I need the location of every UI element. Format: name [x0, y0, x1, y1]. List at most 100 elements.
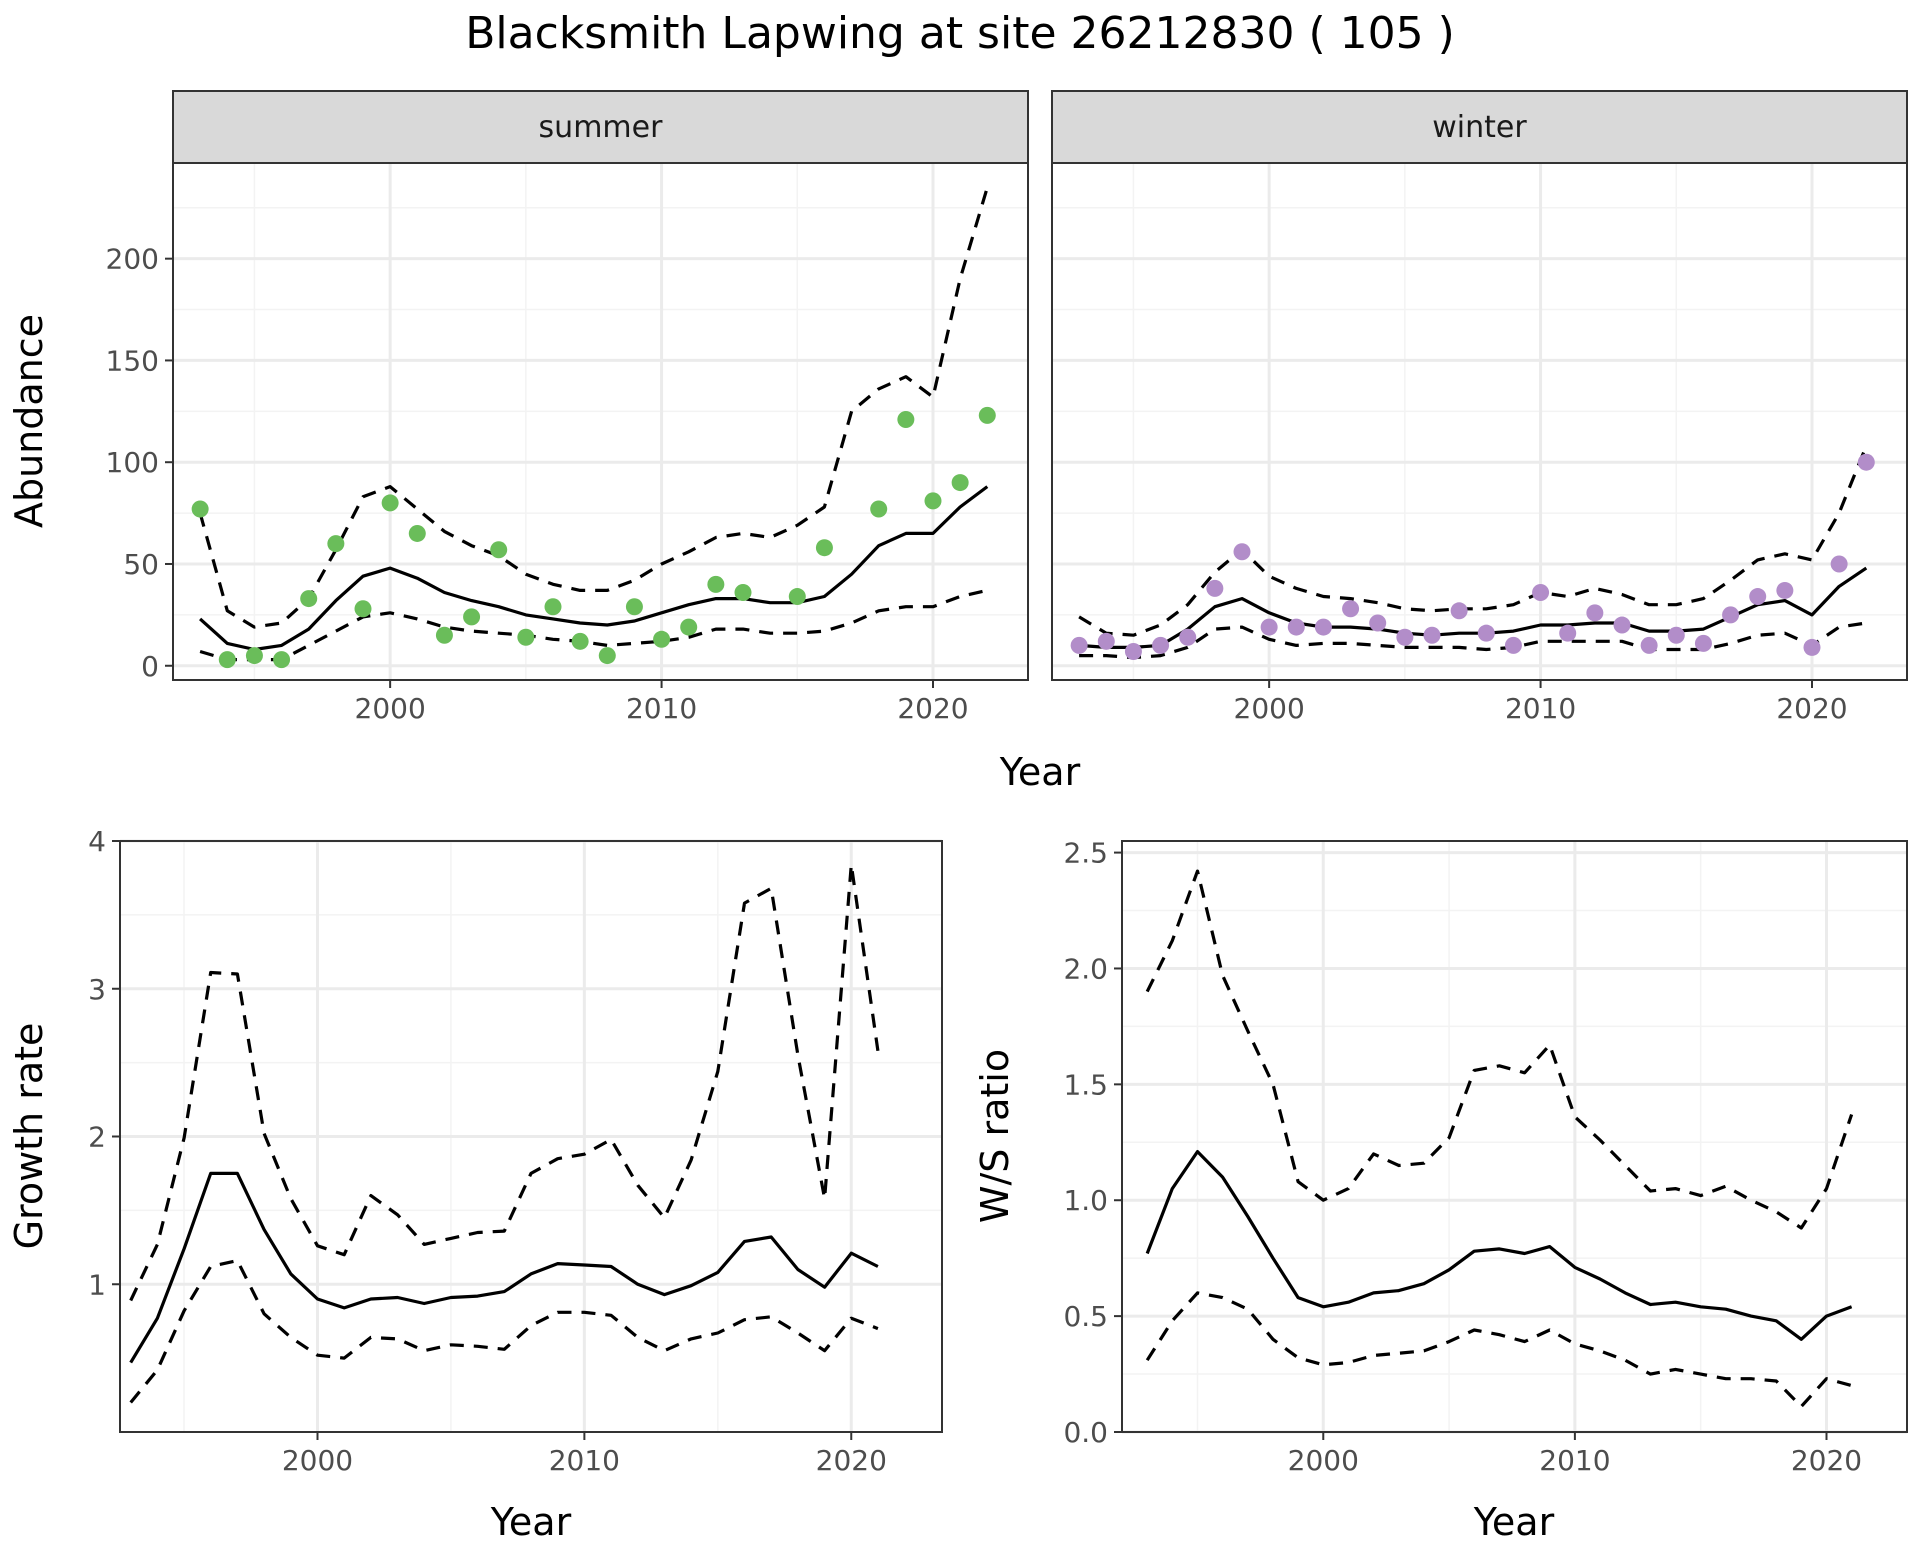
- abundance-y-axis-title: Abundance: [7, 314, 51, 528]
- data-point: [1179, 628, 1197, 646]
- data-point: [191, 500, 209, 518]
- data-point: [1613, 616, 1631, 634]
- data-point: [218, 651, 236, 669]
- x-tick-label: 2000: [1288, 1444, 1359, 1477]
- data-point: [598, 647, 616, 665]
- data-point: [1559, 624, 1577, 642]
- abundance-summer-strip: [172, 90, 1029, 164]
- data-point: [680, 618, 698, 636]
- x-tick-label: 2010: [626, 692, 697, 725]
- data-point: [1803, 638, 1821, 656]
- y-tick-label: 3: [88, 973, 106, 1006]
- x-tick-label: 2010: [1505, 692, 1576, 725]
- upper-bound-line: [198, 186, 989, 629]
- data-point: [1233, 543, 1251, 561]
- y-tick-label: 2: [88, 1121, 106, 1154]
- data-point: [435, 626, 453, 644]
- growth-rate-x-axis-title: Year: [490, 1500, 572, 1544]
- data-point: [1314, 618, 1332, 636]
- abundance-winter-strip: [1051, 90, 1908, 164]
- data-point: [625, 598, 643, 616]
- lower-bound-line: [199, 588, 988, 662]
- data-point: [1749, 588, 1767, 606]
- data-point: [1640, 636, 1658, 654]
- y-tick-label: 50: [123, 548, 159, 581]
- data-point: [1830, 555, 1848, 573]
- data-point: [1206, 579, 1224, 597]
- upper-bound-line: [1145, 869, 1854, 1230]
- abundance-winter-panel: winter 2000 2010 2020: [1051, 90, 1908, 725]
- y-tick-label: 1.5: [1063, 1068, 1108, 1101]
- data-point: [300, 590, 318, 608]
- x-tick-label: 2000: [1234, 692, 1305, 725]
- growth-rate-y-axis-title: Growth rate: [7, 1023, 51, 1250]
- data-point: [1097, 632, 1115, 650]
- data-point: [1396, 628, 1414, 646]
- lower-bound-line: [1145, 1291, 1853, 1409]
- y-tick-label: 1: [88, 1268, 106, 1301]
- data-point: [870, 500, 888, 518]
- data-point: [1450, 602, 1468, 620]
- y-tick-label: 2.5: [1063, 837, 1108, 870]
- mean-line: [1145, 1150, 1853, 1341]
- y-tick-label: 0.0: [1063, 1416, 1108, 1449]
- x-tick-label: 2010: [1539, 1444, 1610, 1477]
- data-point: [571, 632, 589, 650]
- data-point: [1342, 600, 1360, 618]
- data-point: [1586, 604, 1604, 622]
- data-point: [381, 494, 399, 512]
- y-tick-label: 0: [141, 650, 159, 683]
- data-point: [1124, 643, 1142, 661]
- data-point: [1152, 636, 1170, 654]
- data-point: [327, 535, 345, 553]
- x-tick-label: 2020: [897, 692, 968, 725]
- data-point: [1532, 583, 1550, 601]
- y-tick-label: 150: [106, 344, 159, 377]
- mean-line: [129, 1171, 879, 1364]
- x-tick-label: 2020: [816, 1444, 887, 1477]
- data-point: [1667, 626, 1685, 644]
- data-point: [1260, 618, 1278, 636]
- ws-ratio-panel: 2000 2010 2020 0.0 0.5 1.0 1.5 2.0 2.5: [1063, 837, 1908, 1477]
- abundance-summer-panel: summer 2000 2010 2020 0 50 100 150 200: [106, 90, 1029, 725]
- abundance-summer-strip-label: summer: [539, 110, 664, 145]
- ws-ratio-x-axis-title: Year: [1473, 1500, 1555, 1544]
- data-point: [1776, 581, 1794, 599]
- x-tick-label: 2010: [549, 1444, 620, 1477]
- y-tick-label: 1.0: [1063, 1184, 1108, 1217]
- lower-bound-line: [1079, 621, 1867, 660]
- data-point: [1369, 614, 1387, 632]
- data-point: [978, 406, 996, 424]
- x-tick-label: 2020: [1791, 1444, 1862, 1477]
- x-tick-label: 2000: [282, 1444, 353, 1477]
- abundance-x-axis-title: Year: [999, 750, 1081, 794]
- data-point: [924, 492, 942, 510]
- mean-line: [199, 485, 989, 652]
- data-point: [1722, 606, 1740, 624]
- figure-title: Blacksmith Lapwing at site 26212830 ( 10…: [465, 8, 1454, 59]
- data-point: [517, 628, 535, 646]
- upper-bound-line: [129, 863, 880, 1302]
- y-tick-label: 200: [106, 243, 159, 276]
- growth-rate-panel: 2000 2010 2020 1 2 3 4: [88, 825, 943, 1477]
- data-point: [1070, 636, 1088, 654]
- data-point: [815, 539, 833, 557]
- data-point: [354, 600, 372, 618]
- data-point: [707, 575, 725, 593]
- data-point: [788, 588, 806, 606]
- abundance-winter-strip-label: winter: [1432, 110, 1527, 145]
- y-tick-label: 4: [88, 825, 106, 858]
- upper-bound-line: [1078, 445, 1868, 637]
- data-point: [734, 583, 752, 601]
- abundance-summer-frame: [172, 162, 1029, 681]
- data-point: [1694, 634, 1712, 652]
- data-point: [408, 524, 426, 542]
- data-point: [245, 647, 263, 665]
- data-point: [1504, 636, 1522, 654]
- data-point: [463, 608, 481, 626]
- data-point: [1287, 618, 1305, 636]
- data-point: [544, 598, 562, 616]
- y-tick-label: 100: [106, 446, 159, 479]
- x-tick-label: 2000: [355, 692, 426, 725]
